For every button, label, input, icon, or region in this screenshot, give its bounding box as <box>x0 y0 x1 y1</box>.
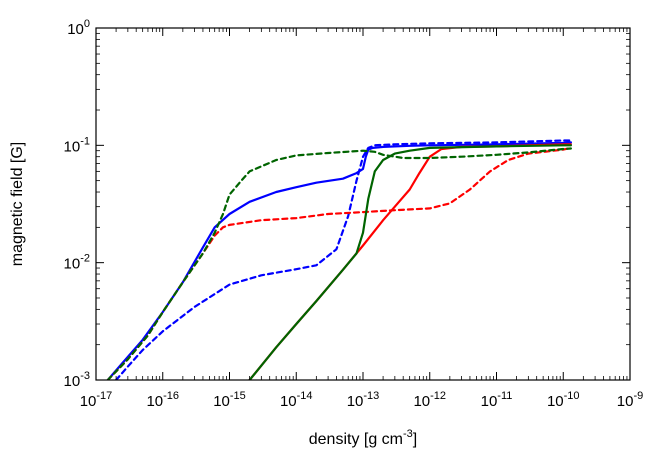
x-tick-label: 10-11 <box>481 390 513 410</box>
series-line-2 <box>114 139 573 380</box>
y-tick-label: 10-2 <box>64 253 90 273</box>
tick-labels: 10-17 10-16 10-15 10-14 10-13 10-12 10-11 10-10… <box>64 18 644 410</box>
series-layer <box>106 139 573 380</box>
ticks-layer <box>95 27 631 381</box>
x-tick-label: 10-16 <box>146 390 179 410</box>
y-tick-label: 10-1 <box>64 135 90 155</box>
x-tick-label: 10-12 <box>413 390 446 410</box>
x-tick-label: 10-14 <box>280 390 313 410</box>
x-tick-label: 10-17 <box>80 390 113 410</box>
y-tick-label: 10-3 <box>64 370 90 390</box>
x-tick-label: 10-9 <box>617 390 643 410</box>
series-line-4 <box>106 146 573 380</box>
x-axis-label: density [g cm-3] <box>309 428 418 448</box>
series-line-5 <box>248 144 573 380</box>
y-axis-label: magnetic field [G] <box>9 142 26 267</box>
series-line-6 <box>106 147 573 380</box>
x-tick-label: 10-13 <box>347 390 380 410</box>
x-tick-label: 10-10 <box>547 390 580 410</box>
plot-frame <box>95 27 631 381</box>
y-tick-label: 100 <box>67 18 90 38</box>
x-tick-label: 10-15 <box>213 390 246 410</box>
